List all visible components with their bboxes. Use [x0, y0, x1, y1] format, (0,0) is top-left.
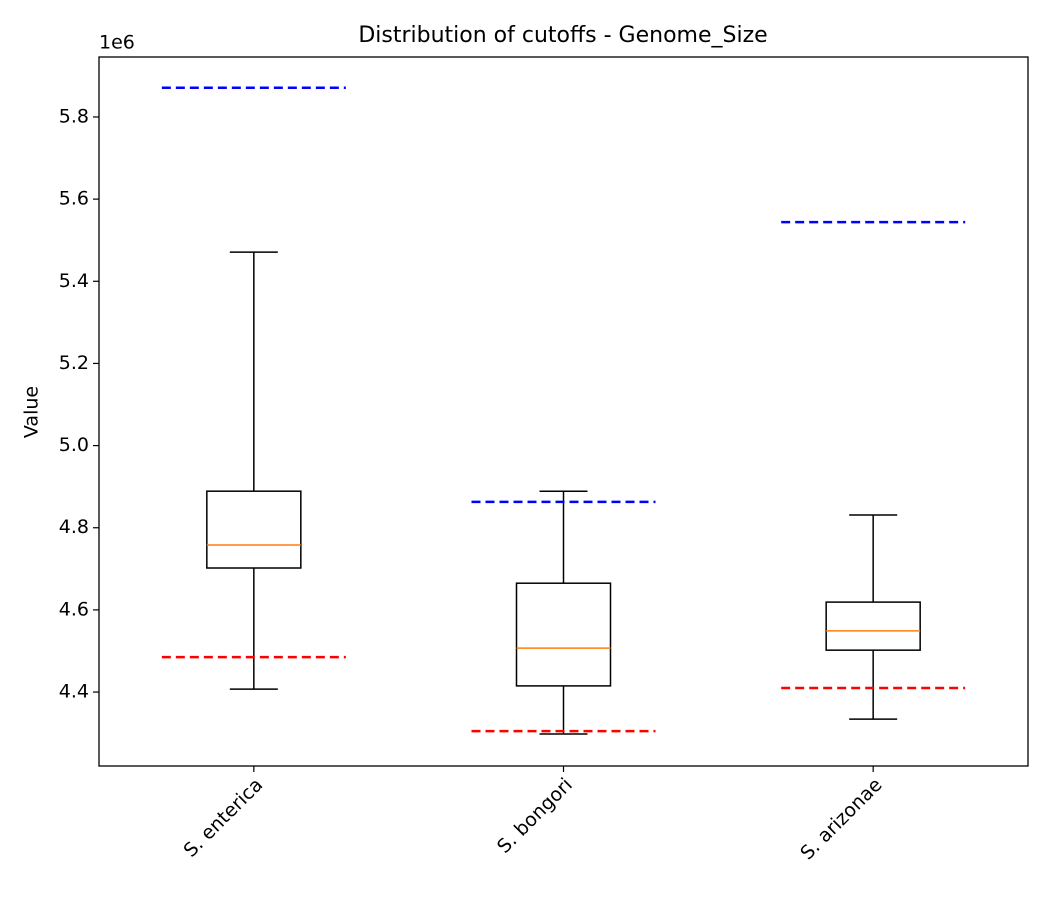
- y-tick-label: 5.4: [59, 270, 89, 292]
- box: [515, 582, 612, 687]
- y-tick-label: 5.2: [59, 352, 89, 374]
- x-tick-label: S. arizonae: [796, 774, 886, 864]
- box: [206, 490, 302, 569]
- x-tick-label: S. bongori: [493, 774, 577, 858]
- y-tick-label: 4.4: [59, 681, 89, 703]
- y-tick-label: 4.6: [59, 598, 89, 620]
- y-axis-label: Value: [21, 386, 43, 438]
- y-tick-label: 5.0: [59, 434, 89, 456]
- y-tick-label: 5.8: [59, 105, 89, 127]
- y-tick-label: 4.8: [59, 516, 89, 538]
- x-tick-label: S. enterica: [179, 774, 267, 862]
- plot-frame: [98, 56, 1029, 767]
- box: [825, 601, 921, 651]
- y-tick-label: 5.6: [59, 188, 89, 210]
- chart-title: Distribution of cutoffs - Genome_Size: [358, 23, 767, 48]
- y-offset-label: 1e6: [99, 32, 135, 54]
